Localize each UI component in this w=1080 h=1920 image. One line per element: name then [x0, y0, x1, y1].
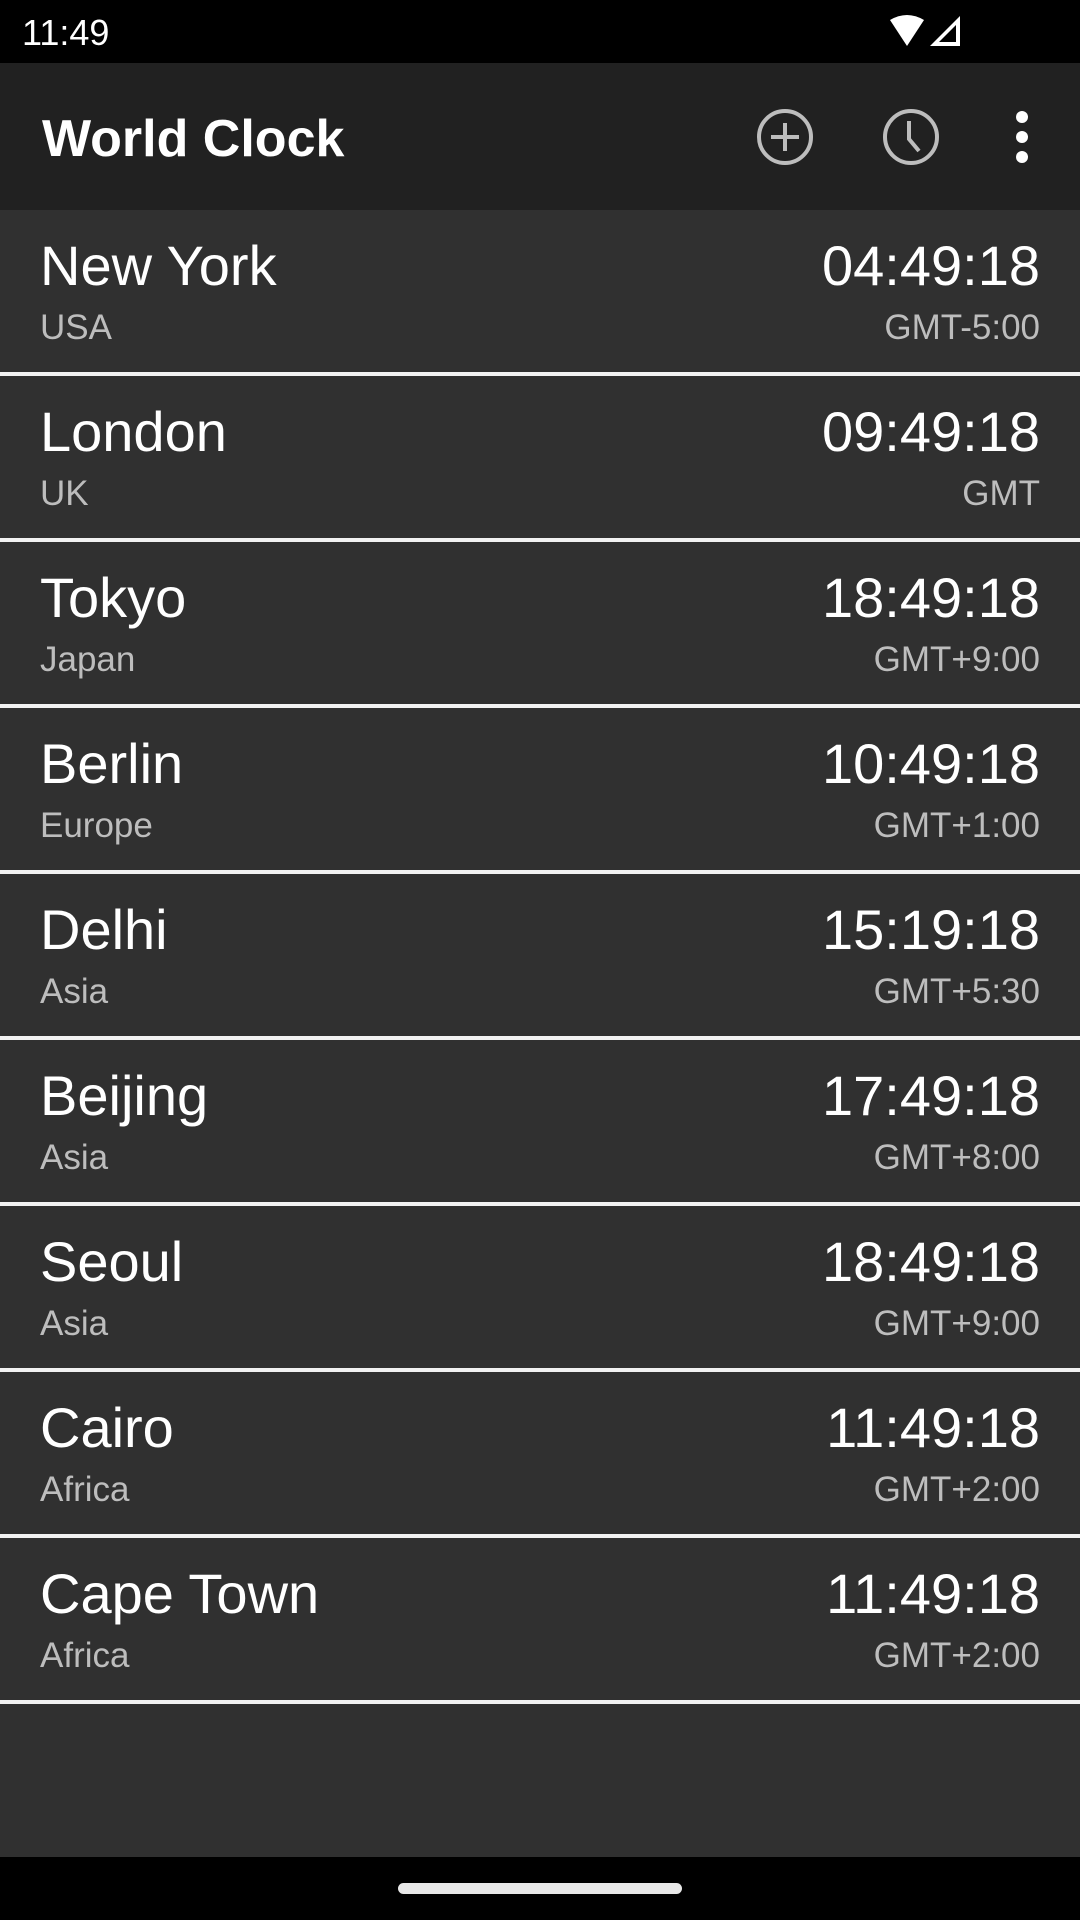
wifi-icon — [890, 15, 924, 46]
clock-row[interactable]: Beijing Asia 17:49:18 GMT+8:00 — [0, 1040, 1080, 1206]
city-name: Cairo — [40, 1396, 174, 1459]
gmt-offset: GMT+2:00 — [873, 1636, 1040, 1675]
city-name: Seoul — [40, 1230, 184, 1293]
region-name: Africa — [40, 1470, 130, 1509]
clock-row[interactable]: Cairo Africa 11:49:18 GMT+2:00 — [0, 1372, 1080, 1538]
local-time: 10:49:18 — [822, 732, 1040, 795]
region-name: USA — [40, 308, 112, 347]
region-name: Asia — [40, 1138, 109, 1177]
city-name: Berlin — [40, 732, 184, 795]
clock-list: New York USA 04:49:18 GMT-5:00 London UK 09:49… — [0, 210, 1080, 1704]
more-options-button[interactable] — [984, 99, 1060, 175]
clock-row[interactable]: Seoul Asia 18:49:18 GMT+9:00 — [0, 1206, 1080, 1372]
page-title: World Clock — [42, 110, 345, 168]
region-name: UK — [40, 474, 89, 513]
clock-row[interactable]: Cape Town Africa 11:49:18 GMT+2:00 — [0, 1538, 1080, 1704]
local-time: 18:49:18 — [822, 1230, 1040, 1293]
region-name: Europe — [40, 806, 153, 845]
clock-icon — [883, 109, 939, 165]
clock-row[interactable]: Tokyo Japan 18:49:18 GMT+9:00 — [0, 542, 1080, 708]
local-time: 17:49:18 — [822, 1064, 1040, 1127]
local-time: 09:49:18 — [822, 400, 1040, 463]
gmt-offset: GMT+9:00 — [873, 1304, 1040, 1343]
clock-row[interactable]: London UK 09:49:18 GMT — [0, 376, 1080, 542]
local-time: 18:49:18 — [822, 566, 1040, 629]
city-name: New York — [40, 234, 277, 297]
region-name: Asia — [40, 1304, 109, 1343]
region-name: Africa — [40, 1636, 130, 1675]
gmt-offset: GMT+2:00 — [873, 1470, 1040, 1509]
status-time: 11:49 — [22, 12, 110, 53]
app-toolbar: World Clock — [0, 63, 1080, 210]
region-name: Japan — [40, 640, 136, 679]
gmt-offset: GMT+1:00 — [873, 806, 1040, 845]
local-time: 04:49:18 — [822, 234, 1040, 297]
local-time: 15:19:18 — [822, 898, 1040, 961]
cell-signal-icon — [930, 16, 960, 46]
city-name: Beijing — [40, 1064, 209, 1127]
gmt-offset: GMT+8:00 — [873, 1138, 1040, 1177]
clock-button[interactable] — [873, 99, 949, 175]
add-city-button[interactable] — [747, 99, 823, 175]
gmt-offset: GMT+9:00 — [873, 640, 1040, 679]
region-name: Asia — [40, 972, 109, 1011]
city-name: Delhi — [40, 898, 168, 961]
add-circle-icon — [757, 109, 813, 165]
city-name: Cape Town — [40, 1562, 320, 1625]
status-icons — [888, 14, 968, 55]
gmt-offset: GMT-5:00 — [884, 308, 1040, 347]
city-name: Tokyo — [40, 566, 187, 629]
status-bar: 11:49 — [0, 0, 1080, 63]
city-name: London — [40, 400, 227, 463]
gmt-offset: GMT+5:30 — [873, 972, 1040, 1011]
more-vert-icon — [1016, 111, 1028, 163]
clock-row[interactable]: Berlin Europe 10:49:18 GMT+1:00 — [0, 708, 1080, 874]
home-gesture-handle[interactable] — [398, 1883, 682, 1894]
local-time: 11:49:18 — [826, 1396, 1040, 1459]
local-time: 11:49:18 — [826, 1562, 1040, 1625]
clock-row[interactable]: New York USA 04:49:18 GMT-5:00 — [0, 210, 1080, 376]
navigation-bar — [0, 1857, 1080, 1920]
clock-row[interactable]: Delhi Asia 15:19:18 GMT+5:30 — [0, 874, 1080, 1040]
gmt-offset: GMT — [962, 474, 1040, 513]
